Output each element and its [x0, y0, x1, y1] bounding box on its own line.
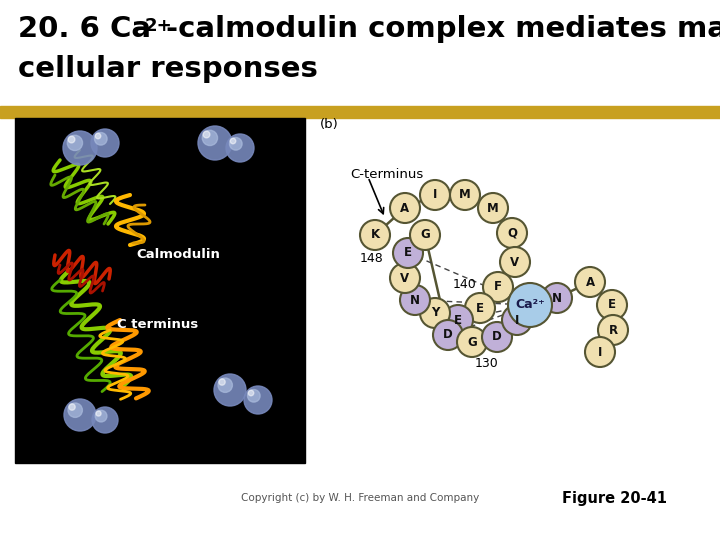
Text: 130: 130: [475, 357, 499, 370]
Text: (a): (a): [22, 118, 40, 131]
Circle shape: [226, 134, 254, 162]
Circle shape: [360, 220, 390, 250]
Text: E: E: [404, 246, 412, 260]
Circle shape: [214, 374, 246, 406]
Text: C terminus: C terminus: [117, 319, 199, 332]
Text: I: I: [598, 346, 602, 359]
Text: Copyright (c) by W. H. Freeman and Company: Copyright (c) by W. H. Freeman and Compa…: [241, 493, 479, 503]
Circle shape: [95, 410, 107, 422]
Text: A: A: [400, 201, 410, 214]
Text: 20. 6 Ca: 20. 6 Ca: [18, 15, 151, 43]
Text: -calmodulin complex mediates many: -calmodulin complex mediates many: [166, 15, 720, 43]
Circle shape: [68, 136, 75, 143]
Circle shape: [68, 403, 82, 417]
Text: V: V: [400, 272, 410, 285]
Circle shape: [248, 389, 260, 402]
Circle shape: [483, 272, 513, 302]
Circle shape: [390, 263, 420, 293]
Circle shape: [67, 135, 83, 151]
Text: 148: 148: [360, 252, 384, 265]
Circle shape: [69, 404, 75, 410]
Circle shape: [96, 411, 101, 416]
Text: E: E: [454, 314, 462, 327]
Circle shape: [443, 305, 473, 335]
Circle shape: [597, 290, 627, 320]
Circle shape: [457, 327, 487, 357]
Circle shape: [400, 285, 430, 315]
Circle shape: [465, 293, 495, 323]
Text: M: M: [459, 188, 471, 201]
Circle shape: [500, 247, 530, 277]
Circle shape: [482, 322, 512, 352]
Circle shape: [585, 337, 615, 367]
Text: Q: Q: [507, 226, 517, 240]
Circle shape: [248, 390, 254, 396]
Circle shape: [420, 180, 450, 210]
Text: V: V: [510, 255, 520, 268]
Text: Calmodulin: Calmodulin: [136, 248, 220, 261]
Text: R: R: [608, 323, 618, 336]
Text: G: G: [420, 228, 430, 241]
Text: Figure 20-41: Figure 20-41: [562, 490, 667, 505]
Circle shape: [450, 180, 480, 210]
Circle shape: [420, 298, 450, 328]
Circle shape: [198, 126, 232, 160]
Circle shape: [497, 218, 527, 248]
Text: Y: Y: [431, 307, 439, 320]
Circle shape: [502, 305, 532, 335]
Text: D: D: [443, 328, 453, 341]
Circle shape: [203, 131, 210, 138]
Text: N: N: [552, 292, 562, 305]
Circle shape: [91, 129, 119, 157]
Circle shape: [508, 283, 552, 327]
Text: Ca²⁺: Ca²⁺: [515, 299, 545, 312]
Circle shape: [95, 133, 101, 139]
Circle shape: [478, 193, 508, 223]
Text: N: N: [410, 294, 420, 307]
Text: I: I: [433, 188, 437, 201]
Circle shape: [92, 407, 118, 433]
Circle shape: [94, 132, 107, 145]
Circle shape: [230, 138, 242, 150]
Circle shape: [244, 386, 272, 414]
Circle shape: [598, 315, 628, 345]
Circle shape: [64, 399, 96, 431]
Circle shape: [542, 283, 572, 313]
Circle shape: [433, 320, 463, 350]
Text: cellular responses: cellular responses: [18, 55, 318, 83]
Bar: [15, 118, 305, 463]
Text: G: G: [467, 335, 477, 348]
Text: (b): (b): [320, 118, 338, 131]
Text: F: F: [494, 280, 502, 294]
Circle shape: [202, 130, 217, 146]
Circle shape: [63, 131, 97, 165]
Text: I: I: [515, 314, 519, 327]
Circle shape: [218, 378, 233, 393]
Bar: [0, 106, 720, 118]
Circle shape: [230, 138, 236, 144]
Text: E: E: [608, 299, 616, 312]
Text: C-terminus: C-terminus: [350, 168, 423, 181]
Circle shape: [393, 238, 423, 268]
Text: E: E: [476, 301, 484, 314]
Circle shape: [390, 193, 420, 223]
Text: D: D: [492, 330, 502, 343]
Text: K: K: [370, 228, 379, 241]
Text: 2+: 2+: [145, 17, 173, 35]
Circle shape: [219, 379, 225, 385]
Circle shape: [575, 267, 605, 297]
Text: M: M: [487, 201, 499, 214]
Text: 140: 140: [452, 279, 476, 292]
Text: A: A: [585, 275, 595, 288]
Circle shape: [410, 220, 440, 250]
